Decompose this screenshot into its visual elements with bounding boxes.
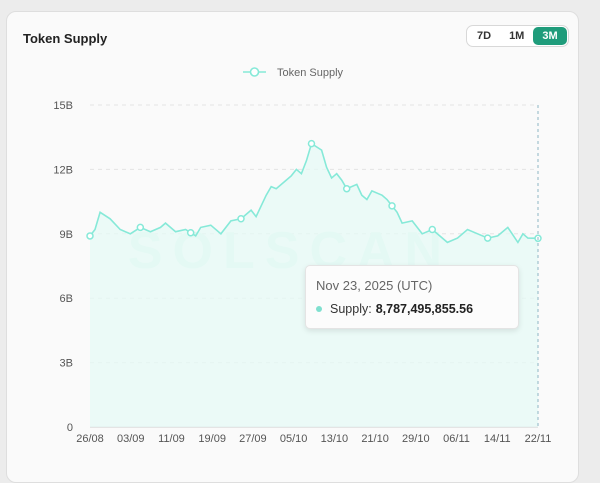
range-1m-button[interactable]: 1M — [509, 30, 525, 42]
data-point-marker — [136, 223, 145, 232]
x-tick-label: 29/10 — [402, 433, 430, 445]
tooltip-row: Supply: 8,787,495,855.56 — [316, 302, 473, 316]
x-tick-label: 21/10 — [361, 433, 389, 445]
range-selector: 7D 1M 3M — [466, 25, 569, 47]
x-tick-label: 14/11 — [484, 433, 511, 445]
data-point-marker — [86, 232, 94, 240]
y-tick-label: 0 — [67, 422, 73, 434]
data-point-marker — [342, 184, 351, 193]
y-tick-label: 15B — [53, 100, 73, 112]
x-tick-label: 11/09 — [158, 433, 185, 445]
chart-legend[interactable]: Token Supply — [243, 67, 344, 79]
x-tick-label: 05/10 — [280, 433, 308, 445]
x-tick-label: 22/11 — [525, 433, 552, 445]
supply-markers — [86, 139, 542, 243]
data-point-marker — [237, 215, 245, 223]
data-point-marker — [483, 234, 492, 242]
x-tick-label: 19/09 — [198, 433, 226, 445]
x-tick-label: 26/08 — [76, 433, 104, 445]
y-tick-label: 6B — [60, 293, 73, 305]
data-point-marker — [307, 139, 316, 148]
x-tick-label: 27/09 — [239, 433, 267, 445]
legend-label: Token Supply — [277, 67, 344, 79]
x-tick-label: 13/10 — [321, 433, 349, 445]
card-title: Token Supply — [23, 31, 108, 46]
x-tick-label: 06/11 — [443, 433, 470, 445]
data-point-marker — [186, 228, 195, 237]
y-axis: 0 3B 6B 9B 12B 15B — [53, 100, 73, 434]
y-tick-label: 9B — [60, 229, 73, 241]
tooltip-series-label: Supply: — [330, 302, 372, 316]
y-tick-label: 3B — [60, 358, 73, 370]
range-7d-button[interactable]: 7D — [477, 30, 492, 42]
data-point-marker — [428, 225, 437, 234]
x-axis: 26/08 03/09 11/09 19/09 27/09 05/10 13/10 21/10… — [76, 433, 551, 445]
range-3m-button[interactable]: 3M — [533, 27, 567, 45]
y-tick-label: 12B — [53, 164, 73, 176]
tooltip-date: Nov 23, 2025 (UTC) — [316, 278, 433, 293]
chart-tooltip: Nov 23, 2025 (UTC) Supply: 8,787,495,855… — [305, 265, 519, 329]
data-point-marker — [388, 202, 396, 210]
legend-marker-icon — [249, 67, 260, 77]
series-dot-icon — [316, 306, 322, 312]
x-tick-label: 03/09 — [117, 433, 145, 445]
tooltip-value: 8,787,495,855.56 — [375, 302, 474, 316]
